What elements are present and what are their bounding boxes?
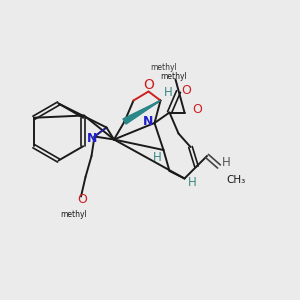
Text: O: O: [192, 103, 202, 116]
Text: methyl: methyl: [60, 210, 87, 219]
Text: CH₃: CH₃: [226, 175, 246, 185]
Text: H: H: [164, 86, 172, 100]
Text: O: O: [143, 78, 154, 92]
Text: N: N: [143, 115, 153, 128]
Text: H: H: [153, 151, 162, 164]
Text: methyl: methyl: [150, 63, 177, 72]
Text: O: O: [181, 83, 191, 97]
Text: methyl: methyl: [160, 72, 188, 81]
Text: H: H: [222, 156, 231, 170]
Polygon shape: [123, 100, 160, 124]
Text: O: O: [78, 193, 87, 206]
Text: N: N: [87, 132, 97, 146]
Text: H: H: [188, 176, 196, 190]
